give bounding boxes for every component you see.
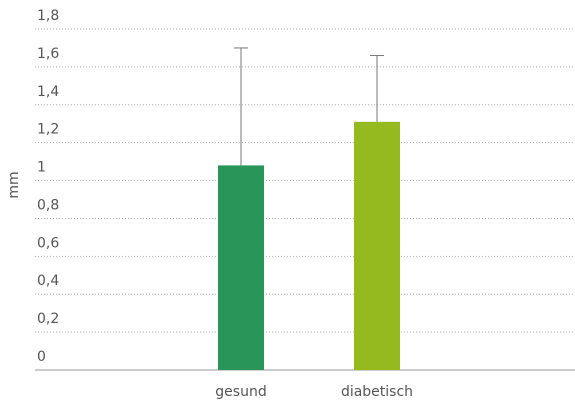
y-axis-label: mm: [6, 171, 22, 198]
y-tick-label: 1,2: [37, 122, 59, 138]
y-tick-label: 0,8: [37, 197, 59, 213]
y-tick-label: 1,8: [37, 8, 59, 24]
y-tick-label: 0,4: [37, 273, 59, 289]
y-tick-label: 1,6: [37, 46, 59, 62]
x-tick-label: diabetisch: [341, 384, 413, 400]
bar: [354, 121, 400, 370]
y-tick-label: 0,2: [37, 311, 59, 327]
y-tick-label: 1: [37, 160, 46, 176]
y-tick-label: 0: [37, 349, 46, 365]
y-tick-label: 0,6: [37, 235, 59, 251]
y-tick-label: 1,4: [37, 84, 59, 100]
bar: [218, 165, 264, 370]
x-tick-label: gesund: [215, 384, 266, 400]
